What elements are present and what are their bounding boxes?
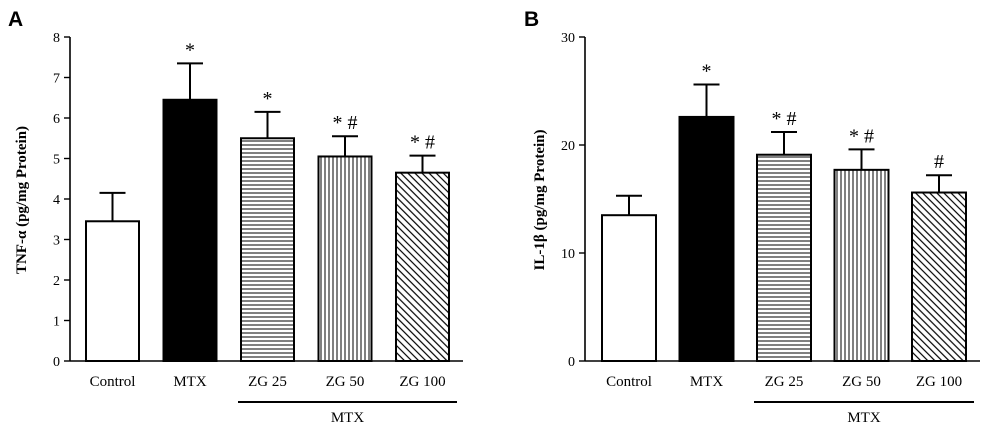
y-tick-label: 1 xyxy=(53,315,60,330)
y-tick-label: 2 xyxy=(53,274,60,289)
group-label: MTX xyxy=(847,410,881,426)
y-tick-label: 4 xyxy=(53,193,60,208)
group-bracket: MTX xyxy=(754,401,974,426)
bar xyxy=(833,168,890,362)
category-label: Control xyxy=(90,374,136,390)
significance-mark: * # xyxy=(333,112,358,134)
y-axis-label: IL-1β (pg/mg Protein) xyxy=(532,130,548,271)
panel-letter: A xyxy=(8,8,23,31)
y-tick-label: 30 xyxy=(561,31,575,46)
bars xyxy=(601,115,967,362)
error-bars xyxy=(99,62,436,222)
bars xyxy=(85,98,450,363)
category-labels: Control MTX ZG 25 ZG 50 ZG 100 xyxy=(90,374,446,390)
bar xyxy=(317,155,373,362)
significance-mark: * xyxy=(185,39,195,61)
y-tick-label: 3 xyxy=(53,234,60,249)
y-tick-label: 0 xyxy=(568,355,575,370)
y-ticks: 0 10 20 30 xyxy=(561,31,585,370)
bar xyxy=(162,98,218,363)
y-tick-label: 5 xyxy=(53,153,60,168)
y-tick-label: 8 xyxy=(53,31,60,46)
bar xyxy=(85,220,140,362)
bar xyxy=(756,153,812,362)
category-label: ZG 50 xyxy=(326,374,365,390)
bar xyxy=(601,214,657,362)
group-bracket: MTX xyxy=(238,401,457,426)
category-label: ZG 100 xyxy=(916,374,962,390)
bar xyxy=(395,171,450,362)
panel-b-chart: B IL-1β (pg/mg Protein) 0 10 20 30 * * # * # #… xyxy=(524,8,980,426)
y-tick-label: 6 xyxy=(53,112,60,127)
category-label: ZG 25 xyxy=(765,374,804,390)
category-label: MTX xyxy=(173,374,207,390)
y-axis-label: TNF-α (pg/mg Protein) xyxy=(14,126,30,274)
significance-marks: * * * # * # xyxy=(185,39,435,153)
error-bars xyxy=(616,83,952,216)
category-label: ZG 100 xyxy=(399,374,445,390)
group-label: MTX xyxy=(331,410,365,426)
category-label: MTX xyxy=(690,374,724,390)
y-tick-label: 10 xyxy=(561,247,575,262)
significance-mark: * xyxy=(702,61,712,83)
category-labels: Control MTX ZG 25 ZG 50 ZG 100 xyxy=(606,374,962,390)
category-label: Control xyxy=(606,374,652,390)
category-label: ZG 25 xyxy=(248,374,287,390)
category-label: ZG 50 xyxy=(842,374,881,390)
significance-mark: * # xyxy=(849,125,874,147)
significance-marks: * * # * # # xyxy=(702,61,945,174)
significance-mark: * # xyxy=(772,108,797,130)
y-ticks: 0 1 2 3 4 5 6 7 8 xyxy=(53,31,70,370)
bar xyxy=(678,115,735,362)
panel-letter: B xyxy=(524,8,539,31)
y-tick-label: 0 xyxy=(53,355,60,370)
significance-mark: * xyxy=(263,88,273,110)
y-tick-label: 20 xyxy=(561,139,575,154)
y-tick-label: 7 xyxy=(53,72,60,87)
bar xyxy=(911,191,967,362)
bar xyxy=(240,137,295,362)
significance-mark: * # xyxy=(410,132,435,154)
significance-mark: # xyxy=(934,151,944,173)
